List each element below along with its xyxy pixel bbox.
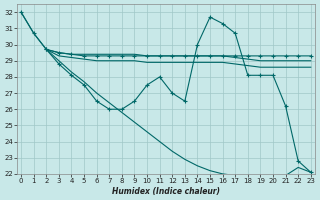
X-axis label: Humidex (Indice chaleur): Humidex (Indice chaleur) — [112, 187, 220, 196]
